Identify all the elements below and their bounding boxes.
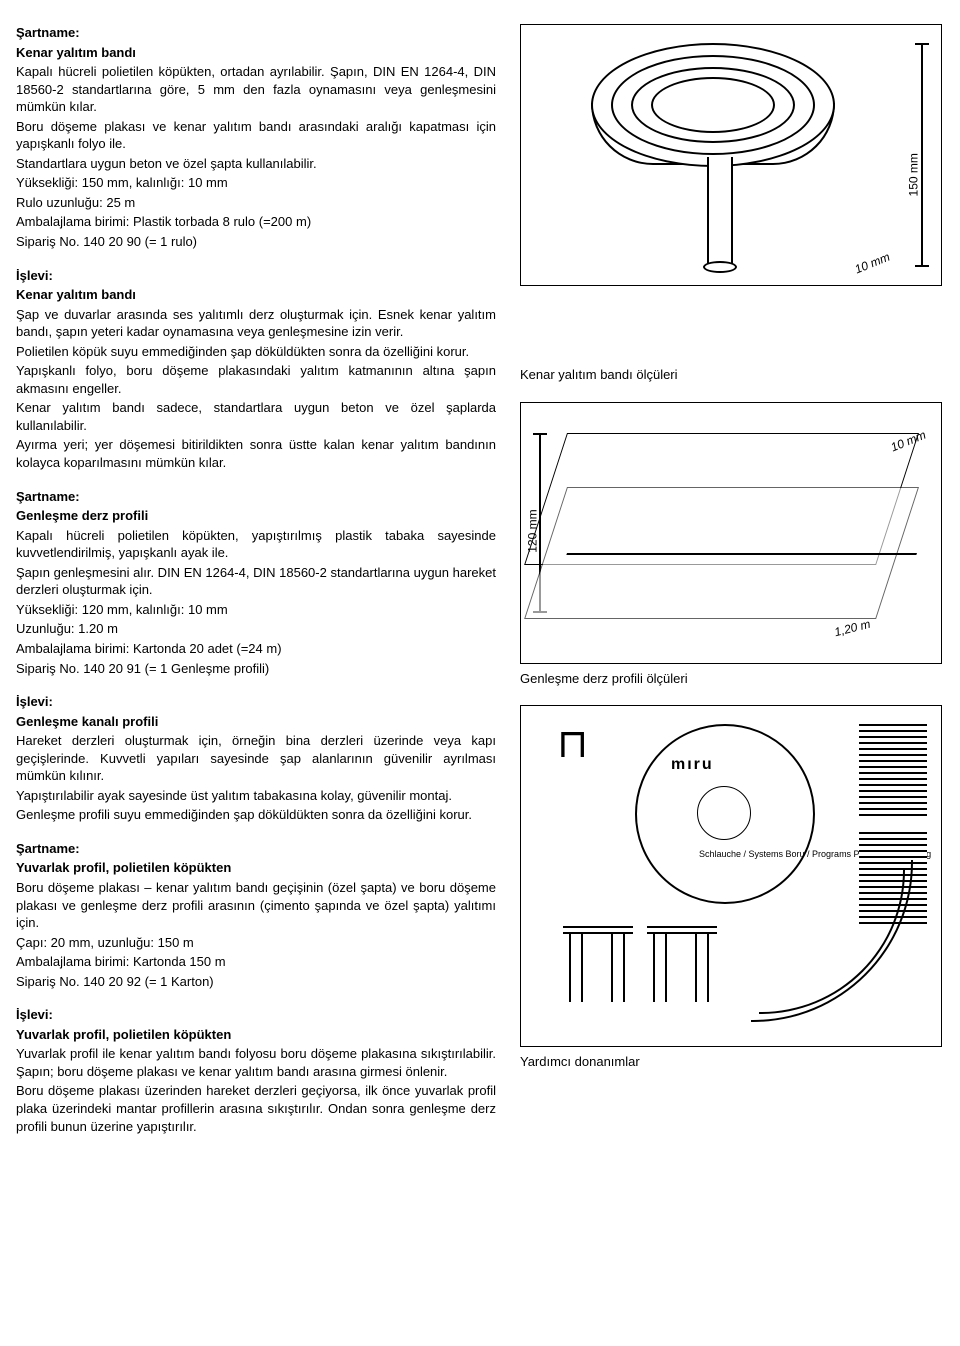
fig2-caption: Genleşme derz profili ölçüleri <box>520 670 944 688</box>
sec5-subheading: Yuvarlak profil, polietilen köpükten <box>16 859 496 877</box>
sec4-p1: Hareket derzleri oluşturmak için, örneği… <box>16 732 496 785</box>
sec5-p3: Ambalajlama birimi: Kartonda 150 m <box>16 953 496 971</box>
fig2-dim-length: 1,20 m <box>833 616 873 641</box>
sec6-heading: İşlevi: <box>16 1006 496 1024</box>
sec2-p5: Ayırma yeri; yer döşemesi bitirildikten … <box>16 436 496 471</box>
sec6-p2: Boru döşeme plakası üzerinden hareket de… <box>16 1082 496 1135</box>
sec2-p4: Kenar yalıtım bandı sadece, standartlara… <box>16 399 496 434</box>
sec4-heading: İşlevi: <box>16 693 496 711</box>
sec6-subheading: Yuvarlak profil, polietilen köpükten <box>16 1026 496 1044</box>
sec4-subheading: Genleşme kanalı profili <box>16 713 496 731</box>
sec2-heading: İşlevi: <box>16 267 496 285</box>
sec4-p2: Yapıştırılabilir ayak sayesinde üst yalı… <box>16 787 496 805</box>
sec1-subheading: Kenar yalıtım bandı <box>16 44 496 62</box>
tt-profile-icon <box>647 922 717 1002</box>
sec3-p4: Uzunluğu: 1.20 m <box>16 620 496 638</box>
sec3-subheading: Genleşme derz profili <box>16 507 496 525</box>
sec1-p2: Boru döşeme plakası ve kenar yalıtım ban… <box>16 118 496 153</box>
fig1-caption: Kenar yalıtım bandı ölçüleri <box>520 366 944 384</box>
tt-profile-icon <box>563 922 633 1002</box>
fig1-dim-thickness: 10 mm <box>853 249 893 278</box>
sec6-p1: Yuvarlak profil ile kenar yalıtım bandı … <box>16 1045 496 1080</box>
disc-brand-label: mıru <box>671 754 714 776</box>
right-column: 150 mm 10 mm Kenar yalıtım bandı ölçüler… <box>520 24 944 1137</box>
sec3-heading: Şartname: <box>16 488 496 506</box>
sec3-p3: Yüksekliği: 120 mm, kalınlığı: 10 mm <box>16 601 496 619</box>
sec2-subheading: Kenar yalıtım bandı <box>16 286 496 304</box>
fig3-caption: Yardımcı donanımlar <box>520 1053 944 1071</box>
sec1-p4: Yüksekliği: 150 mm, kalınlığı: 10 mm <box>16 174 496 192</box>
sec3-p5: Ambalajlama birimi: Kartonda 20 adet (=2… <box>16 640 496 658</box>
fig1-dim-height: 150 mm <box>905 153 921 196</box>
figure-edge-strip: 150 mm 10 mm <box>520 24 942 286</box>
u-profile-icon: ⊓ <box>557 724 588 764</box>
page: Şartname: Kenar yalıtım bandı Kapalı hüc… <box>16 24 944 1137</box>
sec4-p3: Genleşme profili suyu emmediğinden şap d… <box>16 806 496 824</box>
sec2-p3: Yapışkanlı folyo, boru döşeme plakasında… <box>16 362 496 397</box>
sec1-p7: Sipariş No. 140 20 90 (= 1 rulo) <box>16 233 496 251</box>
sec2-p1: Şap ve duvarlar arasında ses yalıtımlı d… <box>16 306 496 341</box>
sec1-heading: Şartname: <box>16 24 496 42</box>
figure-accessories: ⊓ mıru Schlauche / Systems Boru / Progra… <box>520 705 942 1047</box>
sec5-heading: Şartname: <box>16 840 496 858</box>
sec1-p6: Ambalajlama birimi: Plastik torbada 8 ru… <box>16 213 496 231</box>
left-column: Şartname: Kenar yalıtım bandı Kapalı hüc… <box>16 24 496 1137</box>
sec1-p5: Rulo uzunluğu: 25 m <box>16 194 496 212</box>
sec3-p1: Kapalı hücreli polietilen köpükten, yapı… <box>16 527 496 562</box>
figure-expansion-profile: 120 mm 10 mm 1,20 m <box>520 402 942 664</box>
sec1-p1: Kapalı hücreli polietilen köpükten, orta… <box>16 63 496 116</box>
sec3-p6: Sipariş No. 140 20 91 (= 1 Genleşme prof… <box>16 660 496 678</box>
sec3-p2: Şapın genleşmesini alır. DIN EN 1264-4, … <box>16 564 496 599</box>
sec5-p4: Sipariş No. 140 20 92 (= 1 Karton) <box>16 973 496 991</box>
sec5-p2: Çapı: 20 mm, uzunluğu: 150 m <box>16 934 496 952</box>
sec1-p3: Standartlara uygun beton ve özel şapta k… <box>16 155 496 173</box>
sec2-p2: Polietilen köpük suyu emmediğinden şap d… <box>16 343 496 361</box>
sec5-p1: Boru döşeme plakası – kenar yalıtım band… <box>16 879 496 932</box>
